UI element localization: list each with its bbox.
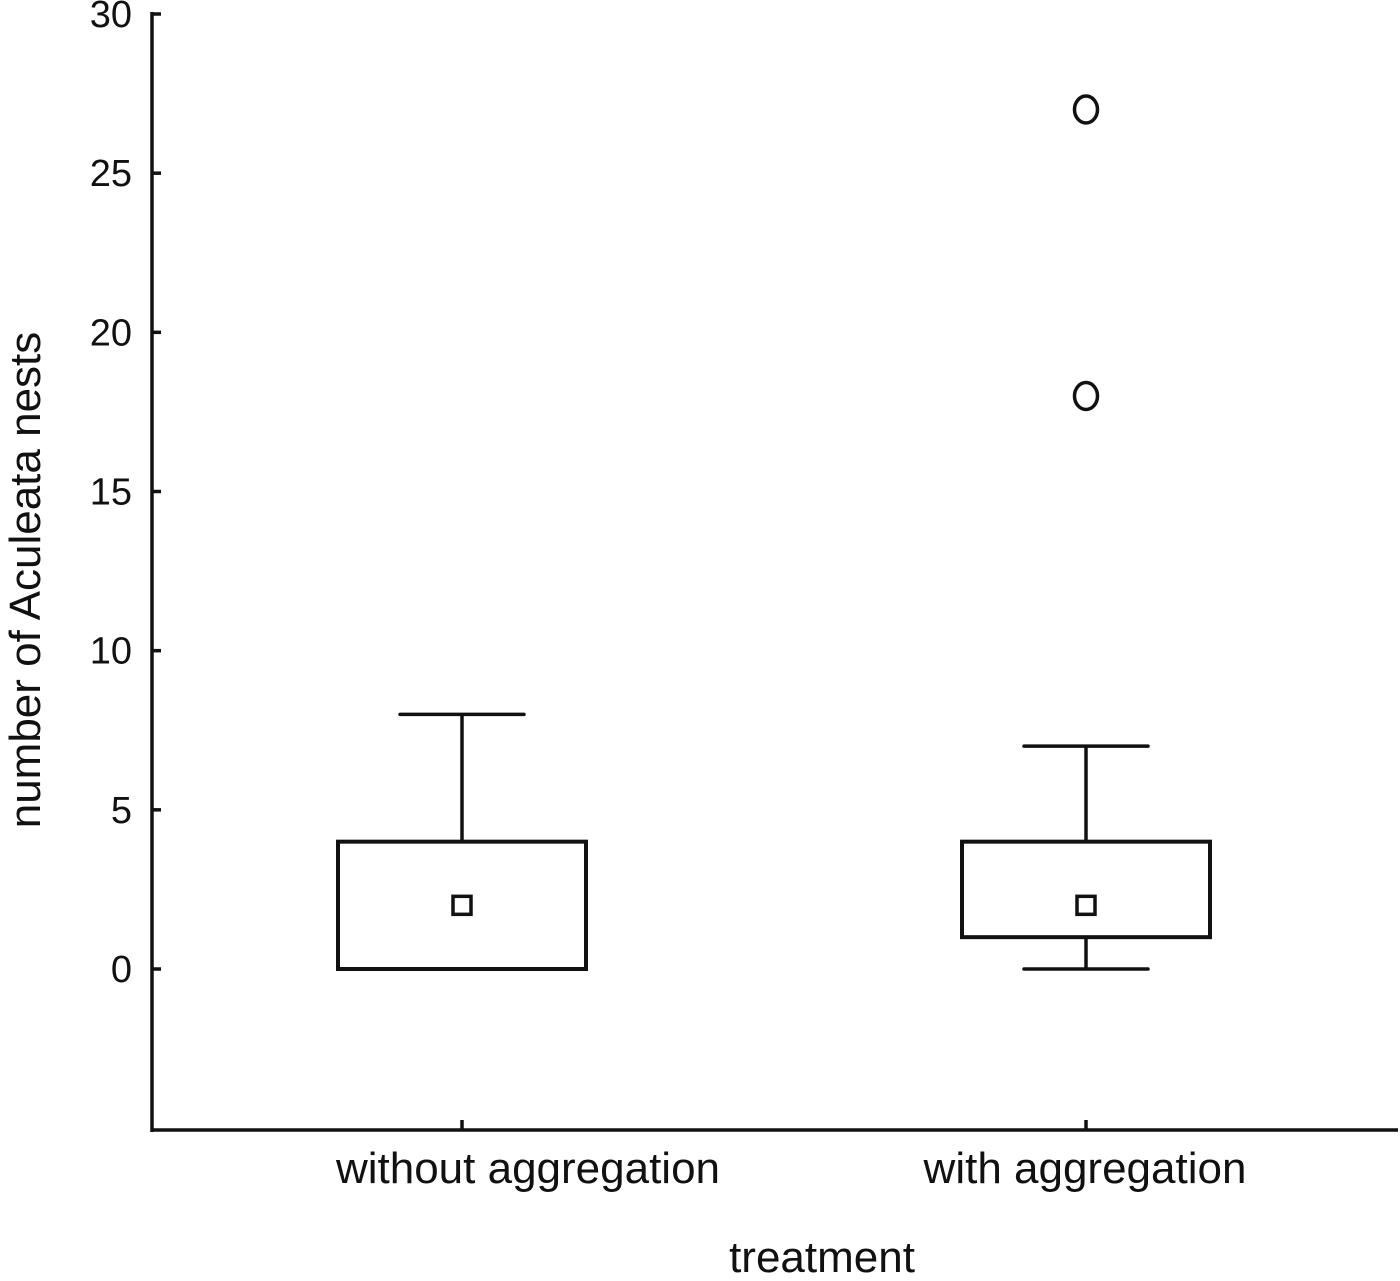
x-axis-title: treatment: [729, 1233, 915, 1276]
y-tick-label: 20: [90, 312, 132, 354]
y-tick-label: 0: [111, 949, 132, 991]
boxes: [336, 94, 1212, 972]
outlier-point: [1072, 380, 1100, 412]
y-tick-label: 5: [111, 790, 132, 832]
median-marker: [1075, 894, 1097, 917]
y-tick-label: 30: [90, 0, 132, 36]
box-without-aggregation: [336, 712, 588, 972]
y-tick-label: 15: [90, 472, 132, 514]
x-category-label: with aggregation: [923, 1144, 1247, 1193]
y-tick-label: 25: [90, 153, 132, 195]
axes: 0 5 10 15 20 25 30 without aggregation with aggr…: [90, 0, 1398, 1193]
iqr-box: [960, 839, 1212, 940]
outlier-point: [1072, 94, 1100, 125]
y-axis-title: number of Aculeata nests: [1, 332, 50, 829]
y-tick-label: 10: [90, 631, 132, 673]
x-category-label: without aggregation: [335, 1144, 720, 1193]
iqr-box: [336, 839, 588, 972]
median-marker: [451, 894, 473, 917]
box-with-aggregation: [960, 94, 1212, 971]
